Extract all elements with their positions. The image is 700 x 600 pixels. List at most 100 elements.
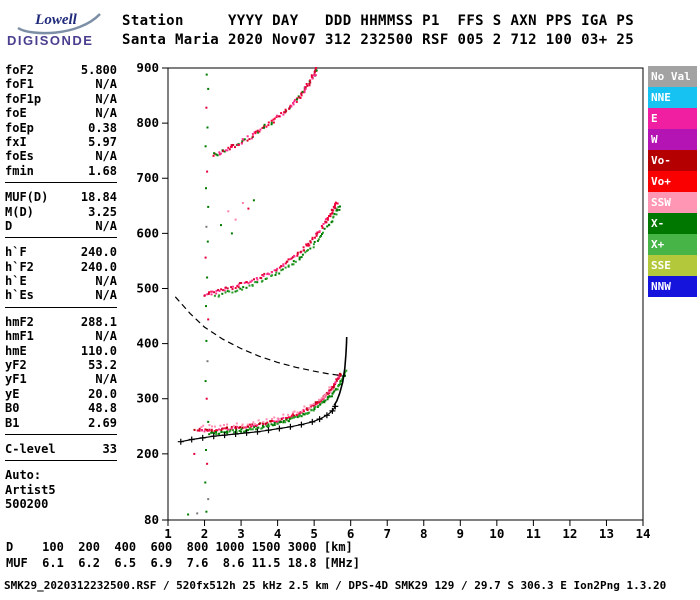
parameter-label: M(D) <box>5 204 34 219</box>
x-tick-label: 5 <box>310 526 318 541</box>
x-tick-label: 8 <box>420 526 428 541</box>
parameter-value: 53.2 <box>88 358 117 373</box>
x-tick-label: 1 <box>164 526 172 541</box>
parameter-row: h`E N/A <box>5 274 117 288</box>
legend-entry-x+: X+ <box>648 234 697 255</box>
y-tick-label: 80 <box>144 512 159 527</box>
logo-digisonde-text: DIGISONDE <box>7 33 93 48</box>
legend-entry-no-val: No Val <box>648 66 697 87</box>
parameter-group-divider <box>5 306 117 308</box>
parameter-label: hmF2 <box>5 314 34 329</box>
legend-entry-sse: SSE <box>648 255 697 276</box>
profile-transmission-curve <box>174 296 346 377</box>
parameter-value: N/A <box>95 106 117 121</box>
profile-true-height-profile-top <box>333 336 348 406</box>
legend-entry-nne: NNE <box>648 87 697 108</box>
parameter-value: 20.0 <box>88 386 117 401</box>
x-tick-label: 14 <box>635 526 650 541</box>
parameter-label: hmF1 <box>5 329 34 344</box>
x-tick-label: 10 <box>489 526 504 541</box>
plus-marker <box>287 423 294 430</box>
parameter-group-divider <box>5 460 117 462</box>
parameter-row: B0 48.8 <box>5 401 117 415</box>
parameter-row: D N/A <box>5 219 117 233</box>
parameter-value: 110.0 <box>80 343 117 358</box>
y-tick-label: 400 <box>136 336 159 351</box>
legend-entry-vo+: Vo+ <box>648 171 697 192</box>
parameter-label: fmin <box>5 163 34 178</box>
plus-marker <box>276 425 283 432</box>
status-bar: SMK29_2020312232500.RSF / 520fx512h 25 k… <box>4 579 667 592</box>
doppler-color-legend: No Val NNE E W Vo- Vo+ SSW X- X+ SSE NNW <box>648 66 697 297</box>
parameter-value: N/A <box>95 149 117 164</box>
parameter-value: 0.38 <box>88 120 117 135</box>
plus-marker <box>323 412 330 419</box>
parameter-row: h`Es N/A <box>5 288 117 302</box>
parameter-row: foF2 5.800 <box>5 63 117 77</box>
plus-marker <box>329 407 336 414</box>
parameter-value: N/A <box>95 288 117 303</box>
parameter-value: 240.0 <box>80 259 117 274</box>
parameter-label: D <box>5 218 13 233</box>
parameter-row: yF2 53.2 <box>5 358 117 372</box>
parameter-label: foF2 <box>5 63 34 77</box>
parameter-label: yE <box>5 386 20 401</box>
y-tick-label: 900 <box>136 60 159 75</box>
parameter-label: fxI <box>5 134 27 149</box>
parameter-label: h`F <box>5 245 27 260</box>
plus-marker <box>188 436 195 443</box>
plot-axes: 1 2 3 4 5 6 7 8 9 10 11 12 13 14900800700600500400300… <box>136 60 650 541</box>
echo-traces <box>193 67 348 436</box>
parameter-label: h`F2 <box>5 259 34 274</box>
parameter-value: 18.84 <box>80 190 117 205</box>
parameter-group-divider <box>5 182 117 184</box>
parameter-label: h`E <box>5 274 27 289</box>
x-tick-label: 6 <box>347 526 355 541</box>
parameter-panel: foF2 5.800 foF1 N/A foF1p N/A foE N/A foEp 0.38 fx… <box>5 63 117 512</box>
plus-marker <box>265 427 272 434</box>
x-tick-label: 7 <box>383 526 391 541</box>
plus-marker <box>298 421 305 428</box>
x-tick-label: 4 <box>274 526 282 541</box>
plus-marker <box>177 438 184 445</box>
noise-points <box>187 73 255 516</box>
plus-marker <box>316 416 323 423</box>
plus-marker <box>210 433 217 440</box>
logo-lowell-text: Lowell <box>34 12 77 28</box>
legend-entry-ssw: SSW <box>648 192 697 213</box>
parameter-row: fmin 1.68 <box>5 164 117 178</box>
plus-marker <box>309 418 316 425</box>
parameter-value: N/A <box>95 91 117 106</box>
y-tick-label: 200 <box>136 446 159 461</box>
parameter-label: B1 <box>5 415 20 430</box>
parameter-row: foEp 0.38 <box>5 121 117 135</box>
x-tick-label: 2 <box>201 526 209 541</box>
x-tick-label: 9 <box>457 526 465 541</box>
header-field-values: Santa Maria 2020 Nov07 312 232500 RSF 00… <box>122 32 635 48</box>
parameter-row: foF1p N/A <box>5 92 117 106</box>
parameter-label: foF1 <box>5 77 34 92</box>
parameter-row: M(D) 3.25 <box>5 205 117 219</box>
parameter-row: hmE 110.0 <box>5 344 117 358</box>
parameter-value: N/A <box>95 218 117 233</box>
parameter-label: foEp <box>5 120 34 135</box>
parameter-label: B0 <box>5 401 20 416</box>
y-tick-label: 700 <box>136 170 159 185</box>
plus-marker <box>243 429 250 436</box>
parameter-row: yF1 N/A <box>5 372 117 386</box>
parameter-footer-row: Auto: <box>5 468 42 483</box>
parameter-value: 288.1 <box>80 314 117 329</box>
d-muf-table: D 100 200 400 600 800 1000 1500 3000 [km… <box>6 540 361 570</box>
parameter-footer-row: Artist5 <box>5 482 56 497</box>
parameter-row: fxI 5.97 <box>5 135 117 149</box>
profile-lines <box>174 296 348 445</box>
parameter-group-divider <box>5 237 117 239</box>
parameter-group-divider <box>5 433 117 435</box>
x-tick-label: 12 <box>562 526 577 541</box>
lowell-digisonde-logo: Lowell DIGISONDE <box>7 12 101 48</box>
y-tick-label: 600 <box>136 225 159 240</box>
parameter-label: foE <box>5 106 27 121</box>
parameter-row: MUF(D) 18.84 <box>5 190 117 204</box>
parameter-row: h`F2 240.0 <box>5 260 117 274</box>
